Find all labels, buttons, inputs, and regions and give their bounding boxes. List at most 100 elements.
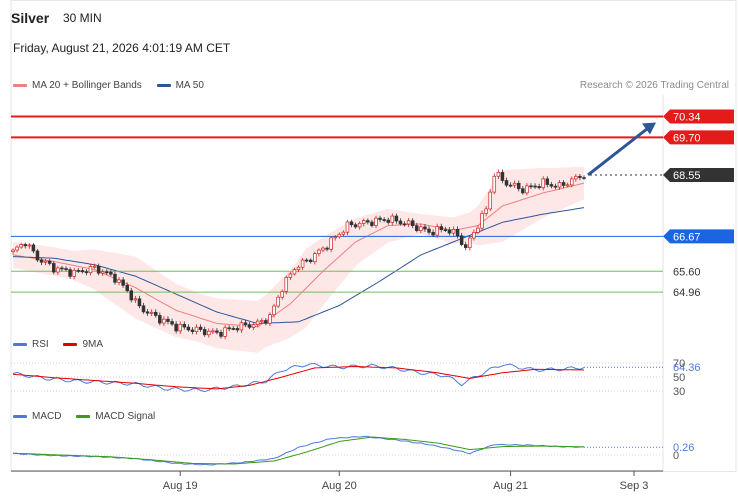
candle-body — [451, 228, 456, 234]
legend-swatch-ma50 — [156, 83, 171, 87]
candle-body — [109, 271, 113, 275]
candle-body — [504, 180, 509, 186]
main-legend: MA 20 + Bollinger Bands MA 50 — [13, 80, 216, 91]
candle-body — [557, 182, 562, 188]
candle-body — [537, 186, 541, 189]
candle-body — [72, 270, 76, 277]
timeframe-label: 30 MIN — [63, 11, 102, 25]
candle-body — [427, 228, 431, 233]
candle-body — [223, 327, 227, 337]
legend-label-ma20: MA 20 + Bollinger Bands — [32, 80, 142, 91]
legend-item-ma50: MA 50 — [156, 80, 204, 91]
legend-label-macd: MACD — [32, 411, 62, 422]
ma20-line — [12, 182, 585, 328]
candle-body — [398, 220, 403, 225]
candle-body — [304, 259, 309, 262]
candle-body — [284, 277, 289, 292]
candle-body — [235, 328, 240, 331]
candle-body — [472, 232, 476, 239]
candle-body — [43, 260, 48, 263]
candle-body — [149, 311, 154, 314]
candle-body — [276, 296, 280, 307]
candle-body — [80, 270, 85, 273]
candle-body — [337, 233, 342, 238]
candle-body — [129, 290, 134, 301]
candle-body — [76, 270, 81, 272]
candle-body — [88, 266, 93, 274]
candle-body — [578, 175, 582, 178]
candle-body — [158, 315, 162, 324]
candle-body — [162, 318, 166, 324]
candle-body — [251, 324, 256, 328]
level-label-70.34: 70.34 — [673, 112, 701, 124]
level-tag-69.70 — [663, 130, 734, 145]
candle-body — [211, 330, 215, 333]
rsi-tick-70: 70 — [673, 358, 685, 370]
candle-body — [443, 229, 448, 231]
candle-body — [423, 226, 427, 230]
candle-body — [333, 236, 337, 239]
candle-body — [215, 330, 219, 333]
candle-body — [100, 271, 105, 274]
legend-swatch-rsi — [13, 342, 27, 346]
candle-body — [582, 177, 586, 179]
candle-body — [202, 329, 207, 336]
candle-body — [349, 221, 354, 226]
legend-label-rsi: RSI — [32, 339, 49, 350]
forecast-arrow-head — [642, 122, 656, 135]
candle-body — [268, 314, 272, 324]
candle-body — [341, 231, 346, 235]
candle-body — [329, 237, 333, 250]
candle-body — [272, 305, 276, 316]
legend-swatch-macd-signal — [76, 414, 91, 418]
legend-swatch-9ma — [63, 342, 78, 346]
candle-body — [357, 223, 362, 228]
level-label-69.70: 69.70 — [673, 132, 701, 144]
level-label-66.67: 66.67 — [673, 231, 701, 243]
candle-body — [386, 219, 390, 223]
candle-body — [117, 279, 121, 283]
candles-group — [11, 169, 586, 340]
candle-body — [219, 331, 223, 337]
candle-body — [280, 291, 284, 298]
candle-body — [463, 244, 468, 248]
candle-body — [308, 259, 313, 263]
candle-body — [96, 265, 101, 274]
candle-body — [133, 298, 138, 301]
candle-body — [121, 279, 125, 286]
candle-body — [105, 271, 109, 274]
candle-body — [574, 175, 578, 180]
rsi-legend: RSI 9MA — [13, 339, 115, 350]
candle-body — [459, 235, 464, 245]
candle-body — [362, 220, 366, 224]
candle-body — [468, 237, 472, 248]
candle-body — [207, 330, 211, 336]
candle-body — [190, 329, 195, 332]
level-tag-68.55 — [663, 167, 734, 182]
candle-body — [137, 298, 142, 307]
candle-body — [186, 326, 191, 331]
macd-signal-line — [12, 436, 585, 465]
candle-body — [406, 220, 411, 225]
macd-legend: MACD MACD Signal — [13, 411, 167, 422]
candle-body — [488, 191, 492, 210]
candle-body — [231, 328, 235, 330]
candle-body — [496, 172, 501, 177]
candle-body — [455, 228, 460, 237]
candle-body — [378, 217, 382, 220]
candle-body — [317, 249, 321, 254]
candle-body — [174, 323, 178, 332]
candle-body — [178, 323, 182, 332]
candle-body — [370, 221, 374, 226]
candle-body — [182, 323, 187, 328]
legend-item-macd: MACD — [13, 411, 64, 422]
candle-body — [92, 265, 97, 268]
candle-body — [382, 219, 386, 221]
candle-body — [64, 268, 68, 270]
candle-body — [525, 185, 529, 194]
candle-body — [84, 271, 89, 274]
candle-body — [227, 327, 231, 330]
macd-line — [12, 435, 585, 466]
level-tag-66.67 — [663, 229, 734, 244]
candle-body — [533, 185, 537, 188]
